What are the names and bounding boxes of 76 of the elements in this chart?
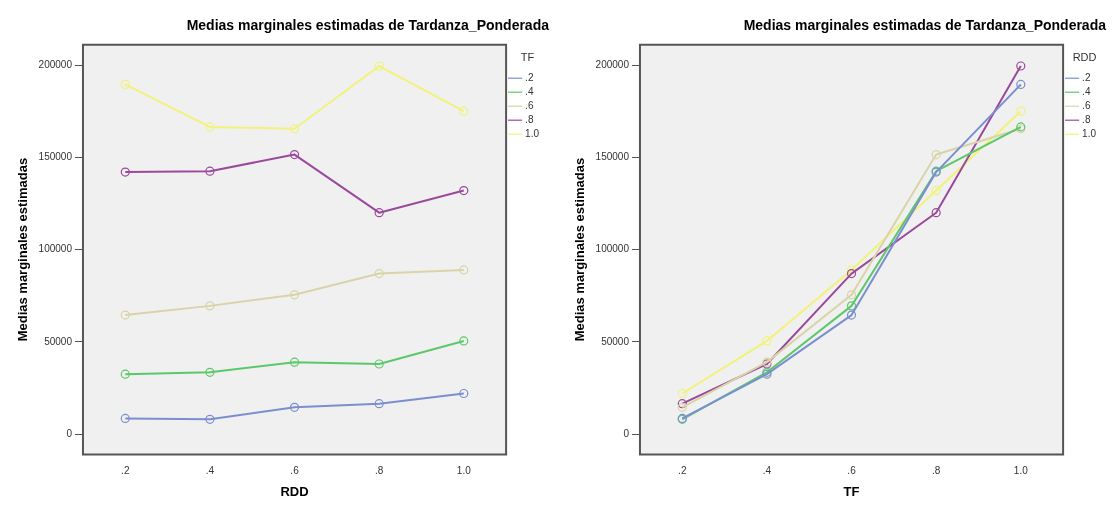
point — [205, 301, 215, 311]
legend-label: .8 — [1082, 113, 1091, 125]
point — [205, 166, 215, 176]
x-tick-label: .2 — [678, 465, 687, 477]
point — [374, 61, 384, 71]
x-tick-label: 1.0 — [456, 465, 472, 477]
point — [289, 402, 300, 412]
y-tick-label: 100000 — [595, 243, 630, 255]
x-tick-label: .6 — [290, 465, 300, 477]
y-tick-label: 150000 — [38, 151, 73, 163]
point — [459, 388, 469, 399]
point — [846, 301, 857, 311]
x-axis-title: TF — [843, 483, 860, 499]
point — [459, 185, 469, 196]
point — [374, 208, 384, 218]
x-tick-label: .4 — [205, 465, 215, 477]
point — [289, 357, 300, 367]
y-tick-label: 0 — [623, 427, 630, 439]
point — [289, 149, 300, 160]
point — [1016, 106, 1026, 116]
point — [120, 310, 130, 320]
point — [205, 414, 215, 424]
point — [459, 106, 469, 116]
point — [1016, 61, 1026, 71]
point — [205, 367, 215, 377]
point — [931, 149, 941, 160]
chart-title: Medias marginales estimadas de Tardanza_Ponderada — [743, 17, 1107, 34]
point — [846, 310, 857, 320]
point — [1016, 79, 1026, 90]
point — [677, 388, 687, 399]
point — [120, 79, 130, 90]
point — [205, 122, 215, 132]
point — [459, 265, 469, 275]
x-tick-label: .8 — [374, 465, 384, 477]
point — [289, 290, 300, 300]
y-tick-label: 200000 — [38, 58, 73, 70]
point — [289, 124, 300, 134]
legend-label: 1.0 — [1082, 127, 1097, 139]
point — [931, 208, 941, 218]
x-tick-label: 1.0 — [1013, 465, 1029, 477]
point — [374, 268, 384, 279]
legend-label: .6 — [1082, 99, 1091, 111]
legend-label: .4 — [1082, 85, 1091, 97]
point — [846, 265, 857, 275]
y-tick-label: 200000 — [595, 58, 630, 70]
point — [931, 185, 941, 196]
point — [846, 268, 857, 279]
x-axis-title: RDD — [280, 483, 309, 499]
point — [374, 399, 384, 409]
legend-label: .2 — [525, 71, 534, 83]
legend-title: TF — [520, 50, 535, 63]
legend-label: .4 — [525, 85, 534, 97]
legend-label: .8 — [525, 113, 534, 125]
legend-label: .6 — [525, 99, 534, 111]
y-tick-label: 100000 — [38, 243, 73, 255]
point — [120, 369, 130, 379]
y-tick-label: 50000 — [601, 335, 630, 347]
x-tick-label: .4 — [762, 465, 772, 477]
x-tick-label: .6 — [847, 465, 857, 477]
point — [120, 167, 130, 177]
point — [762, 336, 772, 346]
point — [120, 413, 130, 424]
legend-title: RDD — [1072, 50, 1097, 63]
y-tick-label: 50000 — [44, 335, 73, 347]
point — [459, 336, 469, 346]
chart-title: Medias marginales estimadas de Tardanza_Ponderada — [186, 17, 550, 34]
legend-label: 1.0 — [525, 127, 540, 139]
y-axis-title: Medias marginales estimadas — [15, 157, 31, 342]
point — [374, 359, 384, 369]
x-tick-label: .2 — [121, 465, 130, 477]
y-tick-label: 150000 — [595, 151, 630, 163]
x-tick-label: .8 — [931, 465, 941, 477]
legend-label: .2 — [1082, 71, 1091, 83]
y-axis-title: Medias marginales estimadas — [572, 157, 588, 342]
y-tick-label: 0 — [66, 427, 73, 439]
point — [846, 290, 857, 300]
